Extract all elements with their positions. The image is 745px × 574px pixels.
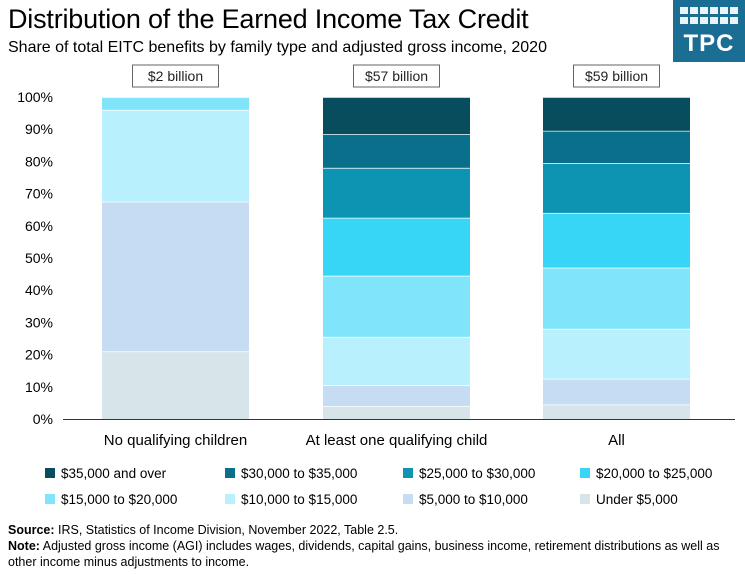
y-tick-label: 80% [25, 153, 53, 169]
chart-subtitle: Share of total EITC benefits by family t… [8, 39, 547, 56]
legend-swatch [580, 494, 590, 504]
y-tick-label: 50% [25, 250, 53, 266]
logo-grid-cell [720, 17, 728, 24]
legend-swatch [45, 468, 55, 478]
legend-item: $5,000 to $10,000 [403, 490, 528, 508]
chart-legend: $35,000 and over $30,000 to $35,000 $25,00… [0, 462, 745, 520]
total-label: $59 billion [585, 68, 648, 84]
legend-label: $15,000 to $20,000 [61, 491, 178, 507]
total-label: $2 billion [148, 68, 203, 84]
y-tick-label: 70% [25, 186, 53, 202]
total-label: $57 billion [365, 68, 428, 84]
note-line: Note: Adjusted gross income (AGI) includ… [8, 538, 738, 570]
legend-swatch [403, 468, 413, 478]
bar-segment [543, 163, 690, 213]
bar-segment [323, 385, 470, 407]
note-text: Adjusted gross income (AGI) includes wag… [8, 539, 720, 569]
note-label: Note: [8, 539, 40, 553]
legend-swatch [225, 468, 235, 478]
logo-grid-cell [690, 7, 698, 14]
legend-item: $10,000 to $15,000 [225, 490, 357, 508]
logo-grid-cell [690, 17, 698, 24]
logo-text: TPC [683, 30, 735, 57]
bar-segment [543, 404, 690, 419]
legend-swatch [580, 468, 590, 478]
bar-segment [543, 212, 690, 268]
bar-segment [102, 109, 249, 202]
bar-segment [543, 130, 690, 164]
chart-title: Distribution of the Earned Income Tax Cr… [8, 4, 529, 34]
legend-item: Under $5,000 [580, 490, 678, 508]
y-tick-label: 30% [25, 314, 53, 330]
logo-grid-cell [700, 7, 708, 14]
y-tick-label: 40% [25, 282, 53, 298]
legend-item: $20,000 to $25,000 [580, 464, 712, 482]
bar-segment [543, 267, 690, 329]
y-tick-label: 100% [17, 89, 53, 105]
bar-segment [323, 134, 470, 168]
bar-segment [323, 217, 470, 276]
legend-item: $30,000 to $35,000 [225, 464, 357, 482]
legend-label: $20,000 to $25,000 [596, 465, 713, 481]
legend-swatch [45, 494, 55, 504]
bar-segment [102, 97, 249, 110]
logo-grid-cell [700, 17, 708, 24]
legend-item: $25,000 to $30,000 [403, 464, 535, 482]
bar-segment [323, 406, 470, 419]
stacked-bar-chart: 0% 10% 20% 30% 40% 50% 60% 70% 80% 90% 100% $2 bill… [17, 64, 735, 449]
bar-segment [323, 97, 470, 135]
legend-label: Under $5,000 [596, 491, 678, 507]
y-tick-label: 90% [25, 121, 53, 137]
bar-segment [543, 378, 690, 405]
y-tick-label: 60% [25, 218, 53, 234]
x-category-label: All [608, 432, 625, 449]
y-tick-label: 20% [25, 347, 53, 363]
legend-label: $5,000 to $10,000 [419, 491, 528, 507]
bar-segment [543, 97, 690, 131]
bar-segment [102, 201, 249, 352]
total-label-box [353, 64, 440, 88]
legend-label: $10,000 to $15,000 [241, 491, 358, 507]
total-label-box [132, 64, 219, 88]
chart-notes: Source: IRS, Statistics of Income Divisi… [8, 522, 738, 570]
logo-grid-cell [730, 17, 738, 24]
logo-grid-cell [680, 7, 688, 14]
legend-label: $30,000 to $35,000 [241, 465, 358, 481]
logo-grid-icon [680, 7, 738, 27]
legend-label: $25,000 to $30,000 [419, 465, 536, 481]
legend-swatch [403, 494, 413, 504]
logo-grid-cell [710, 17, 718, 24]
legend-item: $15,000 to $20,000 [45, 490, 177, 508]
logo-grid-cell [710, 7, 718, 14]
legend-item: $35,000 and over [45, 464, 166, 482]
bar-segment [323, 275, 470, 337]
bar-segment [323, 167, 470, 218]
source-line: Source: IRS, Statistics of Income Divisi… [8, 522, 738, 538]
bar-segment [102, 351, 249, 419]
y-tick-label: 0% [33, 411, 53, 427]
source-text: IRS, Statistics of Income Division, Nove… [54, 523, 399, 537]
x-category-label: At least one qualifying child [306, 432, 488, 449]
logo-grid-cell [720, 7, 728, 14]
logo-grid-cell [680, 17, 688, 24]
bar-segment [323, 336, 470, 386]
bar-segment [543, 328, 690, 379]
tpc-logo: TPC [673, 0, 745, 62]
legend-label: $35,000 and over [61, 465, 167, 481]
source-label: Source: [8, 523, 55, 537]
logo-grid-cell [730, 7, 738, 14]
y-tick-label: 10% [25, 379, 53, 395]
legend-swatch [225, 494, 235, 504]
x-category-label: No qualifying children [104, 432, 247, 449]
total-label-box [573, 64, 660, 88]
